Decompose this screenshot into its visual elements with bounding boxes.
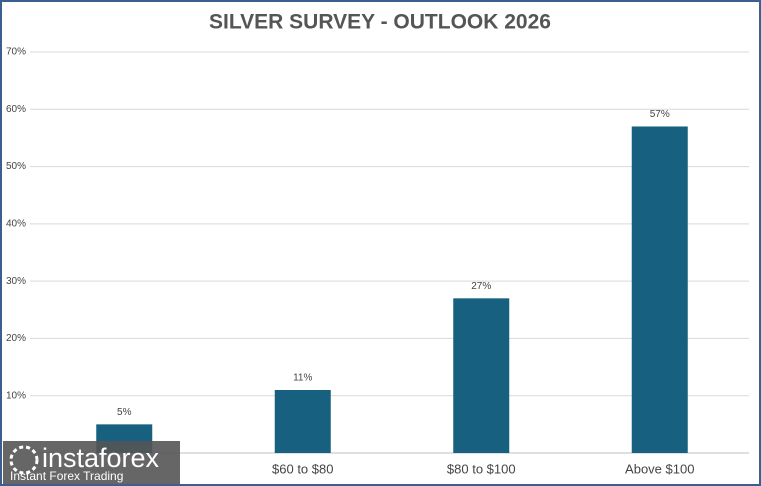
value-label: 5%	[117, 407, 132, 418]
y-tick-label: 50%	[6, 161, 26, 172]
value-label: 57%	[650, 109, 670, 120]
x-tick-label: $60 to $80	[272, 461, 333, 476]
value-label: 27%	[471, 281, 491, 292]
bar	[453, 298, 510, 453]
bar	[631, 126, 688, 453]
bar	[274, 389, 331, 453]
watermark-brand: instaforex	[42, 443, 160, 473]
y-tick-label: 20%	[6, 333, 26, 344]
watermark: instaforex Instant Forex Trading	[3, 441, 180, 484]
y-tick-label: 70%	[6, 47, 26, 58]
watermark-logo	[9, 445, 39, 475]
x-tick-label: Above $100	[625, 461, 694, 476]
y-tick-label: 40%	[6, 218, 26, 229]
value-label: 11%	[293, 373, 312, 384]
y-tick-label: 60%	[6, 104, 26, 115]
watermark-box	[3, 441, 180, 484]
chart-title: SILVER SURVEY - OUTLOOK 2026	[209, 11, 551, 34]
y-tick-label: 10%	[6, 390, 26, 401]
x-tick-label: $80 to $100	[447, 461, 516, 476]
watermark-tagline: Instant Forex Trading	[10, 469, 123, 483]
y-tick-label: 30%	[6, 276, 26, 287]
